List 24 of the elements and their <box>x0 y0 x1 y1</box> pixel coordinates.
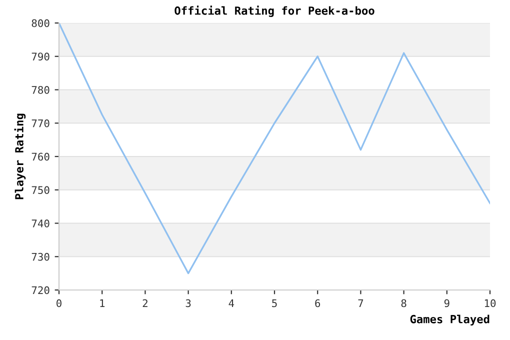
x-tick-label: 9 <box>444 299 450 308</box>
y-tick-label: 800 <box>32 19 50 28</box>
y-tick-label: 740 <box>32 220 50 228</box>
y-tick-label: 720 <box>32 286 50 294</box>
x-tick-label: 2 <box>142 299 148 307</box>
x-tick-label: 8 <box>401 299 406 308</box>
line-series <box>59 23 490 274</box>
x-tick-label: 7 <box>358 299 364 307</box>
x-tick-label: 5 <box>272 299 277 308</box>
x-tick-label: 1 <box>100 299 105 307</box>
chart-title: Official Rating for Peek-a-boo <box>174 6 374 17</box>
y-axis-title: Player Rating <box>14 114 26 200</box>
y-tick-label: 760 <box>32 152 50 161</box>
y-tick-label: 780 <box>32 86 50 94</box>
x-tick-label: 0 <box>56 299 62 308</box>
x-tick-label: 4 <box>228 299 234 307</box>
y-tick-label: 790 <box>32 52 50 61</box>
y-tick-label: 730 <box>32 252 50 261</box>
x-tick-label: 10 <box>484 299 496 308</box>
y-tick-label: 770 <box>32 119 50 128</box>
x-tick-label: 3 <box>186 299 191 308</box>
x-axis-title: Games Played <box>410 314 490 326</box>
y-tick-label: 750 <box>32 186 50 194</box>
x-tick-label: 6 <box>315 299 320 308</box>
